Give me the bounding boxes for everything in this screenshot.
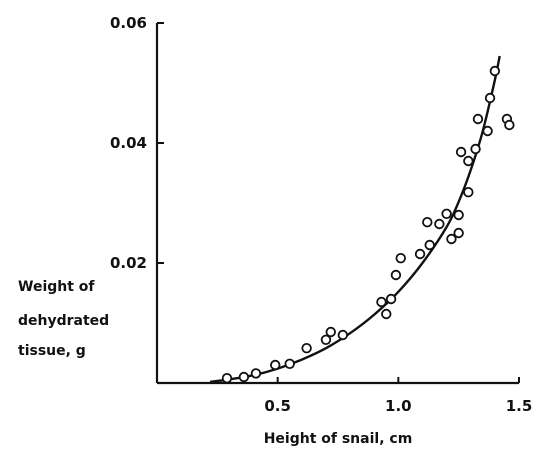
x-tick-label: 1.5 xyxy=(506,397,533,415)
y-tick-label: 0.06 xyxy=(110,14,147,32)
y-tick-label: 0.04 xyxy=(110,134,147,152)
data-point xyxy=(320,334,332,346)
data-point xyxy=(390,269,402,281)
data-point xyxy=(455,146,467,158)
data-point xyxy=(381,308,392,320)
data-point xyxy=(385,293,397,305)
data-point xyxy=(484,92,496,104)
y-axis-title-line-3: tissue, g xyxy=(18,343,86,359)
data-point xyxy=(504,119,515,131)
data-point xyxy=(453,227,464,239)
data-point xyxy=(270,359,281,371)
data-point xyxy=(395,253,406,264)
y-axis-title-line-2: dehydrated xyxy=(18,313,109,329)
data-point xyxy=(472,113,484,125)
data-point xyxy=(414,248,426,260)
data-point xyxy=(250,368,262,379)
axes: 0.5 1.0 1.5 0.02 0.04 0.06 xyxy=(110,14,532,415)
data-point xyxy=(221,373,233,384)
data-point xyxy=(325,326,336,338)
data-point xyxy=(284,358,295,370)
data-point xyxy=(441,208,452,220)
data-point xyxy=(489,65,501,77)
data-point xyxy=(463,186,474,198)
data-point xyxy=(424,239,435,251)
data-point xyxy=(482,125,493,137)
data-point xyxy=(238,371,250,383)
data-point xyxy=(453,209,464,221)
x-axis-title: Height of snail, cm xyxy=(264,431,413,447)
data-point xyxy=(470,143,481,155)
axis-labels: Height of snail, cm Weight of dehydrated… xyxy=(18,279,412,447)
x-tick-label: 0.5 xyxy=(264,397,291,415)
data-point xyxy=(463,155,474,167)
data-point xyxy=(446,233,457,245)
y-tick-label: 0.02 xyxy=(110,254,147,272)
data-point xyxy=(422,216,433,228)
x-tick-label: 1.0 xyxy=(385,397,412,415)
data-point xyxy=(376,296,387,308)
data-point xyxy=(337,329,349,341)
data-point xyxy=(434,218,445,230)
data-point xyxy=(301,343,312,354)
data-points xyxy=(221,65,515,384)
y-axis-title-line-1: Weight of xyxy=(18,279,95,295)
